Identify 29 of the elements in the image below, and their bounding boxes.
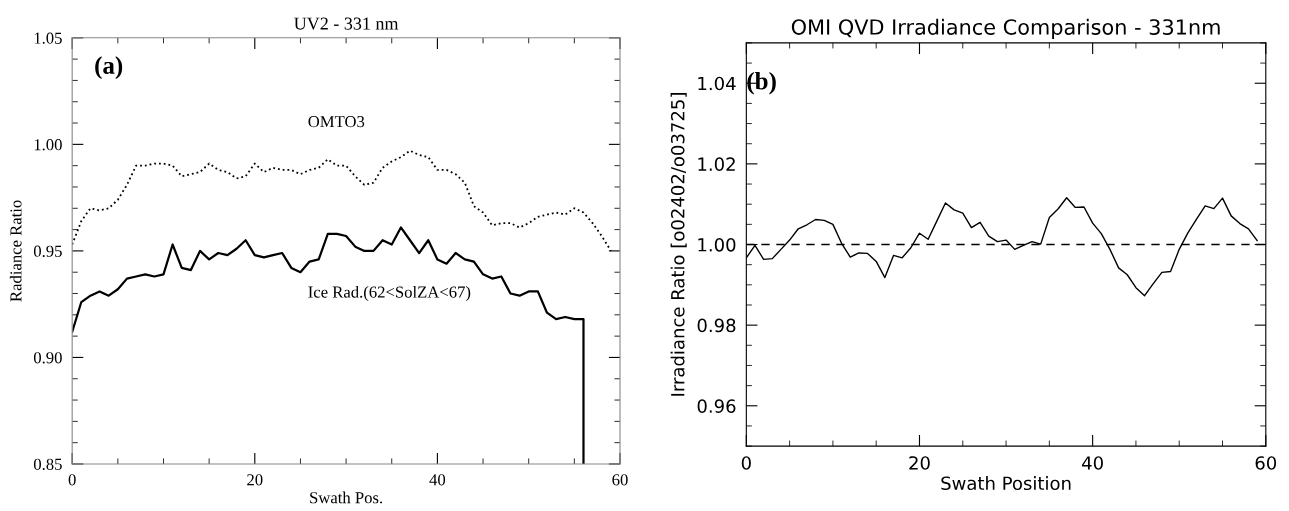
- y-tick-label: 1.04: [698, 76, 736, 91]
- annotation: (a): [95, 56, 123, 79]
- x-tick-label: 60: [612, 474, 628, 486]
- y-tick-label: 1.02: [698, 157, 735, 171]
- line-series: [72, 226, 585, 464]
- x-tick-label: 20: [247, 474, 263, 486]
- series-label: Ice Rad.(62<SolZA<67): [308, 285, 471, 302]
- x-tick-label: 40: [429, 474, 446, 486]
- x-tick-label: 0: [68, 474, 76, 486]
- y-tick-label: 1.00: [34, 139, 62, 151]
- x-axis-title: Swath Position: [941, 476, 1071, 491]
- text: OMTO3: [308, 116, 365, 128]
- y-tick-label: 0.95: [33, 245, 62, 257]
- x-tick-label: 20: [909, 456, 930, 470]
- x-tick-label: 60: [1255, 456, 1277, 470]
- y-tick-label: 0.90: [33, 352, 62, 364]
- y-tick-label: 0.96: [697, 399, 736, 413]
- y-tick-label: 1.05: [34, 32, 62, 44]
- annotation: (b): [747, 71, 776, 95]
- y-axis-title: Radiance Ratio: [9, 200, 22, 302]
- y-axis-title: Irradiance Ratio [o02402/o03725]: [670, 93, 687, 396]
- chart-title: OMI QVD Irradiance Comparison - 331nm: [791, 18, 1220, 39]
- x-tick-label: 40: [1082, 456, 1103, 470]
- y-tick-label: 1.00: [698, 237, 736, 252]
- y-tick-label: 0.85: [33, 458, 62, 471]
- x-tick-label: 0: [741, 456, 751, 470]
- x-axis-title: Swath Pos.: [310, 491, 383, 504]
- chart-title: UV2 - 331 nm: [294, 17, 399, 30]
- y-tick-label: 0.98: [697, 318, 736, 333]
